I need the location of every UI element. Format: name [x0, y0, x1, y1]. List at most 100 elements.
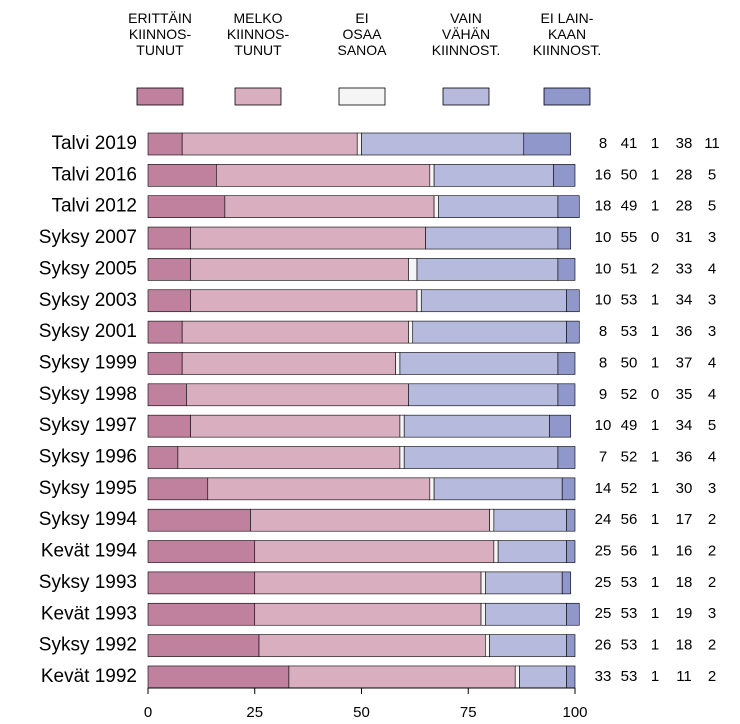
bar-segment — [553, 164, 576, 187]
bar-segment — [147, 508, 251, 532]
value-label: 1 — [651, 543, 659, 560]
value-label: 52 — [621, 448, 638, 465]
value-label: 24 — [595, 511, 612, 528]
bar-segment — [566, 634, 576, 657]
category-label: Kevät 1992 — [41, 666, 137, 687]
bar-segment — [254, 602, 482, 626]
value-label: 33 — [595, 668, 612, 685]
value-label: 17 — [676, 511, 693, 528]
value-label: 28 — [676, 198, 693, 215]
value-label: 55 — [621, 229, 638, 246]
category-label: Syksy 1992 — [39, 635, 137, 656]
bar-segment — [216, 164, 431, 187]
bar-segment — [181, 132, 358, 156]
value-label: 4 — [708, 386, 716, 403]
bar-segment — [207, 477, 431, 501]
value-label: 1 — [651, 480, 659, 497]
bar-segment — [523, 132, 572, 156]
value-label: 4 — [708, 448, 716, 465]
bar-segment — [147, 634, 260, 657]
legend-label: ERITTÄIN KIINNOS- TUNUT — [128, 10, 192, 58]
value-label: 1 — [651, 323, 659, 340]
bar-segment — [493, 508, 567, 532]
bar-segment — [561, 571, 572, 595]
value-label: 1 — [651, 448, 659, 465]
bar-segment — [557, 226, 572, 250]
legend-swatch — [442, 87, 490, 106]
value-label: 3 — [708, 229, 716, 246]
category-label: Kevät 1993 — [41, 603, 137, 624]
bar-segment — [557, 195, 580, 218]
value-label: 53 — [621, 323, 638, 340]
legend-label: MELKO KIINNOS- TUNUT — [226, 10, 290, 58]
bar-segment — [147, 602, 256, 626]
value-label: 3 — [708, 323, 716, 340]
bar-segment — [147, 383, 187, 407]
value-label: 53 — [621, 605, 638, 622]
value-label: 53 — [621, 637, 638, 654]
bar-segment — [557, 352, 576, 375]
legend-label: VAIN VÄHÄN KIINNOST. — [431, 10, 501, 58]
value-label: 50 — [621, 354, 638, 371]
bar-segment — [399, 352, 559, 375]
value-label: 16 — [595, 166, 612, 183]
value-label: 5 — [708, 198, 716, 215]
bar-segment — [433, 164, 554, 187]
category-label: Syksy 1994 — [39, 509, 138, 530]
value-label: 52 — [621, 480, 638, 497]
bar-segment — [254, 540, 495, 563]
legend-swatch — [234, 87, 282, 106]
value-label: 1 — [651, 574, 659, 591]
value-label: 10 — [595, 229, 612, 246]
bar-segment — [147, 446, 179, 469]
value-label: 25 — [595, 543, 612, 560]
bar-segment — [186, 383, 409, 407]
value-label: 1 — [651, 637, 659, 654]
bar-segment — [566, 540, 576, 563]
value-label: 26 — [595, 637, 612, 654]
bar-segment — [399, 414, 405, 438]
bar-segment — [514, 665, 520, 689]
value-label: 36 — [676, 448, 693, 465]
category-label: Syksy 2007 — [39, 227, 137, 248]
value-label: 0 — [651, 386, 659, 403]
bar-segment — [561, 477, 576, 501]
bar-segment — [433, 477, 563, 501]
bar-segment — [566, 508, 576, 532]
bar-segment — [557, 383, 576, 407]
bar-segment — [566, 289, 580, 313]
bar-segment — [493, 540, 499, 563]
bar-segment — [416, 258, 559, 281]
bar-segment — [147, 258, 192, 281]
bar-segment — [147, 477, 209, 501]
bar-segment — [412, 320, 567, 344]
bar-segment — [254, 571, 482, 595]
value-label: 56 — [621, 511, 638, 528]
value-label: 35 — [676, 386, 693, 403]
value-label: 11 — [676, 668, 692, 685]
bar-segment — [425, 226, 559, 250]
bar-segment — [177, 446, 401, 469]
value-label: 8 — [599, 323, 607, 340]
value-label: 1 — [651, 511, 659, 528]
value-label: 7 — [599, 448, 607, 465]
value-label: 8 — [599, 354, 607, 371]
value-label: 37 — [676, 354, 693, 371]
value-label: 49 — [621, 198, 638, 215]
bar-segment — [181, 352, 396, 375]
bar-segment — [403, 414, 550, 438]
value-label: 31 — [676, 229, 693, 246]
value-label: 36 — [676, 323, 693, 340]
value-label: 25 — [595, 605, 612, 622]
bar-segment — [497, 540, 567, 563]
bar-segment — [519, 665, 567, 689]
value-label: 9 — [599, 386, 607, 403]
bar-segment — [420, 289, 567, 313]
value-label: 19 — [676, 605, 693, 622]
value-label: 1 — [651, 292, 659, 309]
bar-segment — [408, 320, 414, 344]
bar-segment — [147, 665, 290, 689]
bar-segment — [489, 634, 567, 657]
x-tick-label: 25 — [246, 704, 263, 721]
